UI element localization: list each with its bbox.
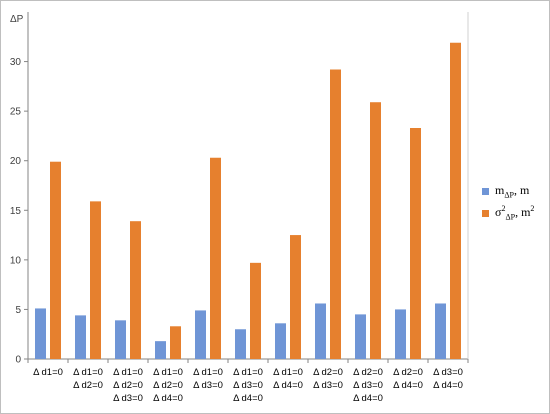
bar-sigma — [450, 42, 461, 360]
bar-m — [315, 303, 326, 359]
y-tick-label: 30 — [10, 57, 22, 68]
bar-sigma — [90, 201, 101, 359]
bar-m — [395, 309, 406, 359]
y-tick-label: 0 — [15, 355, 21, 366]
x-category-label: Δ d1=0 — [33, 367, 63, 378]
bar-m — [75, 315, 86, 359]
bar-m — [435, 303, 446, 359]
bar-sigma — [330, 69, 341, 359]
x-category-label: Δ d3=0 — [193, 380, 223, 391]
x-category-label: Δ d2=0 — [113, 380, 143, 391]
legend-item-sigma: σ2ΔP, m2 — [482, 202, 534, 224]
bar-m — [355, 314, 366, 359]
bar-sigma — [130, 221, 141, 359]
y-tick-label: 25 — [10, 107, 22, 118]
x-category-label: Δ d3=0 — [433, 367, 463, 378]
x-category-label: Δ d4=0 — [153, 393, 183, 404]
bar-sigma — [290, 235, 301, 359]
bar-sigma — [250, 262, 261, 359]
legend-swatch-m — [482, 187, 489, 195]
axes — [24, 12, 469, 363]
x-category-label: Δ d1=0 — [113, 367, 143, 378]
x-category-label: Δ d2=0 — [393, 367, 423, 378]
legend-label-m: mΔP, m — [495, 182, 530, 200]
legend-swatch-sigma — [482, 209, 489, 217]
x-category-label: Δ d3=0 — [233, 380, 263, 391]
legend-item-m: mΔP, m — [482, 180, 534, 202]
legend-label-sigma: σ2ΔP, m2 — [495, 204, 535, 222]
bar-m — [235, 329, 246, 359]
x-category-label: Δ d1=0 — [193, 367, 223, 378]
x-category-label: Δ d4=0 — [353, 393, 383, 404]
x-category-label: Δ d4=0 — [273, 380, 303, 391]
y-tick-label: 10 — [10, 255, 22, 266]
x-category-label: Δ d1=0 — [273, 367, 303, 378]
y-tick-label: 20 — [10, 156, 22, 167]
x-category-label: Δ d2=0 — [153, 380, 183, 391]
bar-m — [275, 323, 286, 359]
bar-m — [195, 310, 206, 359]
bar-m — [35, 308, 46, 359]
x-category-label: Δ d1=0 — [233, 367, 263, 378]
x-category-label: Δ d4=0 — [233, 393, 263, 404]
bars — [35, 42, 461, 360]
legend: mΔP, m σ2ΔP, m2 — [482, 180, 534, 224]
x-category-label: Δ d1=0 — [73, 367, 103, 378]
x-category-label: Δ d2=0 — [73, 380, 103, 391]
bar-sigma — [50, 161, 61, 359]
y-axis-label: ΔP — [10, 14, 24, 25]
x-category-label: Δ d2=0 — [313, 367, 343, 378]
bar-sigma — [410, 127, 421, 359]
x-category-label: Δ d1=0 — [153, 367, 183, 378]
bar-m — [115, 320, 126, 359]
y-tick-label: 15 — [10, 206, 22, 217]
x-category-label: Δ d3=0 — [313, 380, 343, 391]
bar-sigma — [370, 102, 381, 359]
labels: ΔP 0 5 10 15 20 25 30 Δ d1=0 Δ d1=0 Δ d2=0 Δ d1=0 Δ … — [10, 14, 463, 404]
bar-sigma — [170, 326, 181, 359]
x-category-label: Δ d4=0 — [433, 380, 463, 391]
x-category-label: Δ d3=0 — [113, 393, 143, 404]
y-tick-label: 5 — [15, 305, 21, 316]
x-category-label: Δ d3=0 — [353, 380, 383, 391]
bar-m — [155, 341, 166, 359]
x-category-label: Δ d4=0 — [393, 380, 423, 391]
x-category-label: Δ d2=0 — [353, 367, 383, 378]
bar-sigma — [210, 157, 221, 359]
